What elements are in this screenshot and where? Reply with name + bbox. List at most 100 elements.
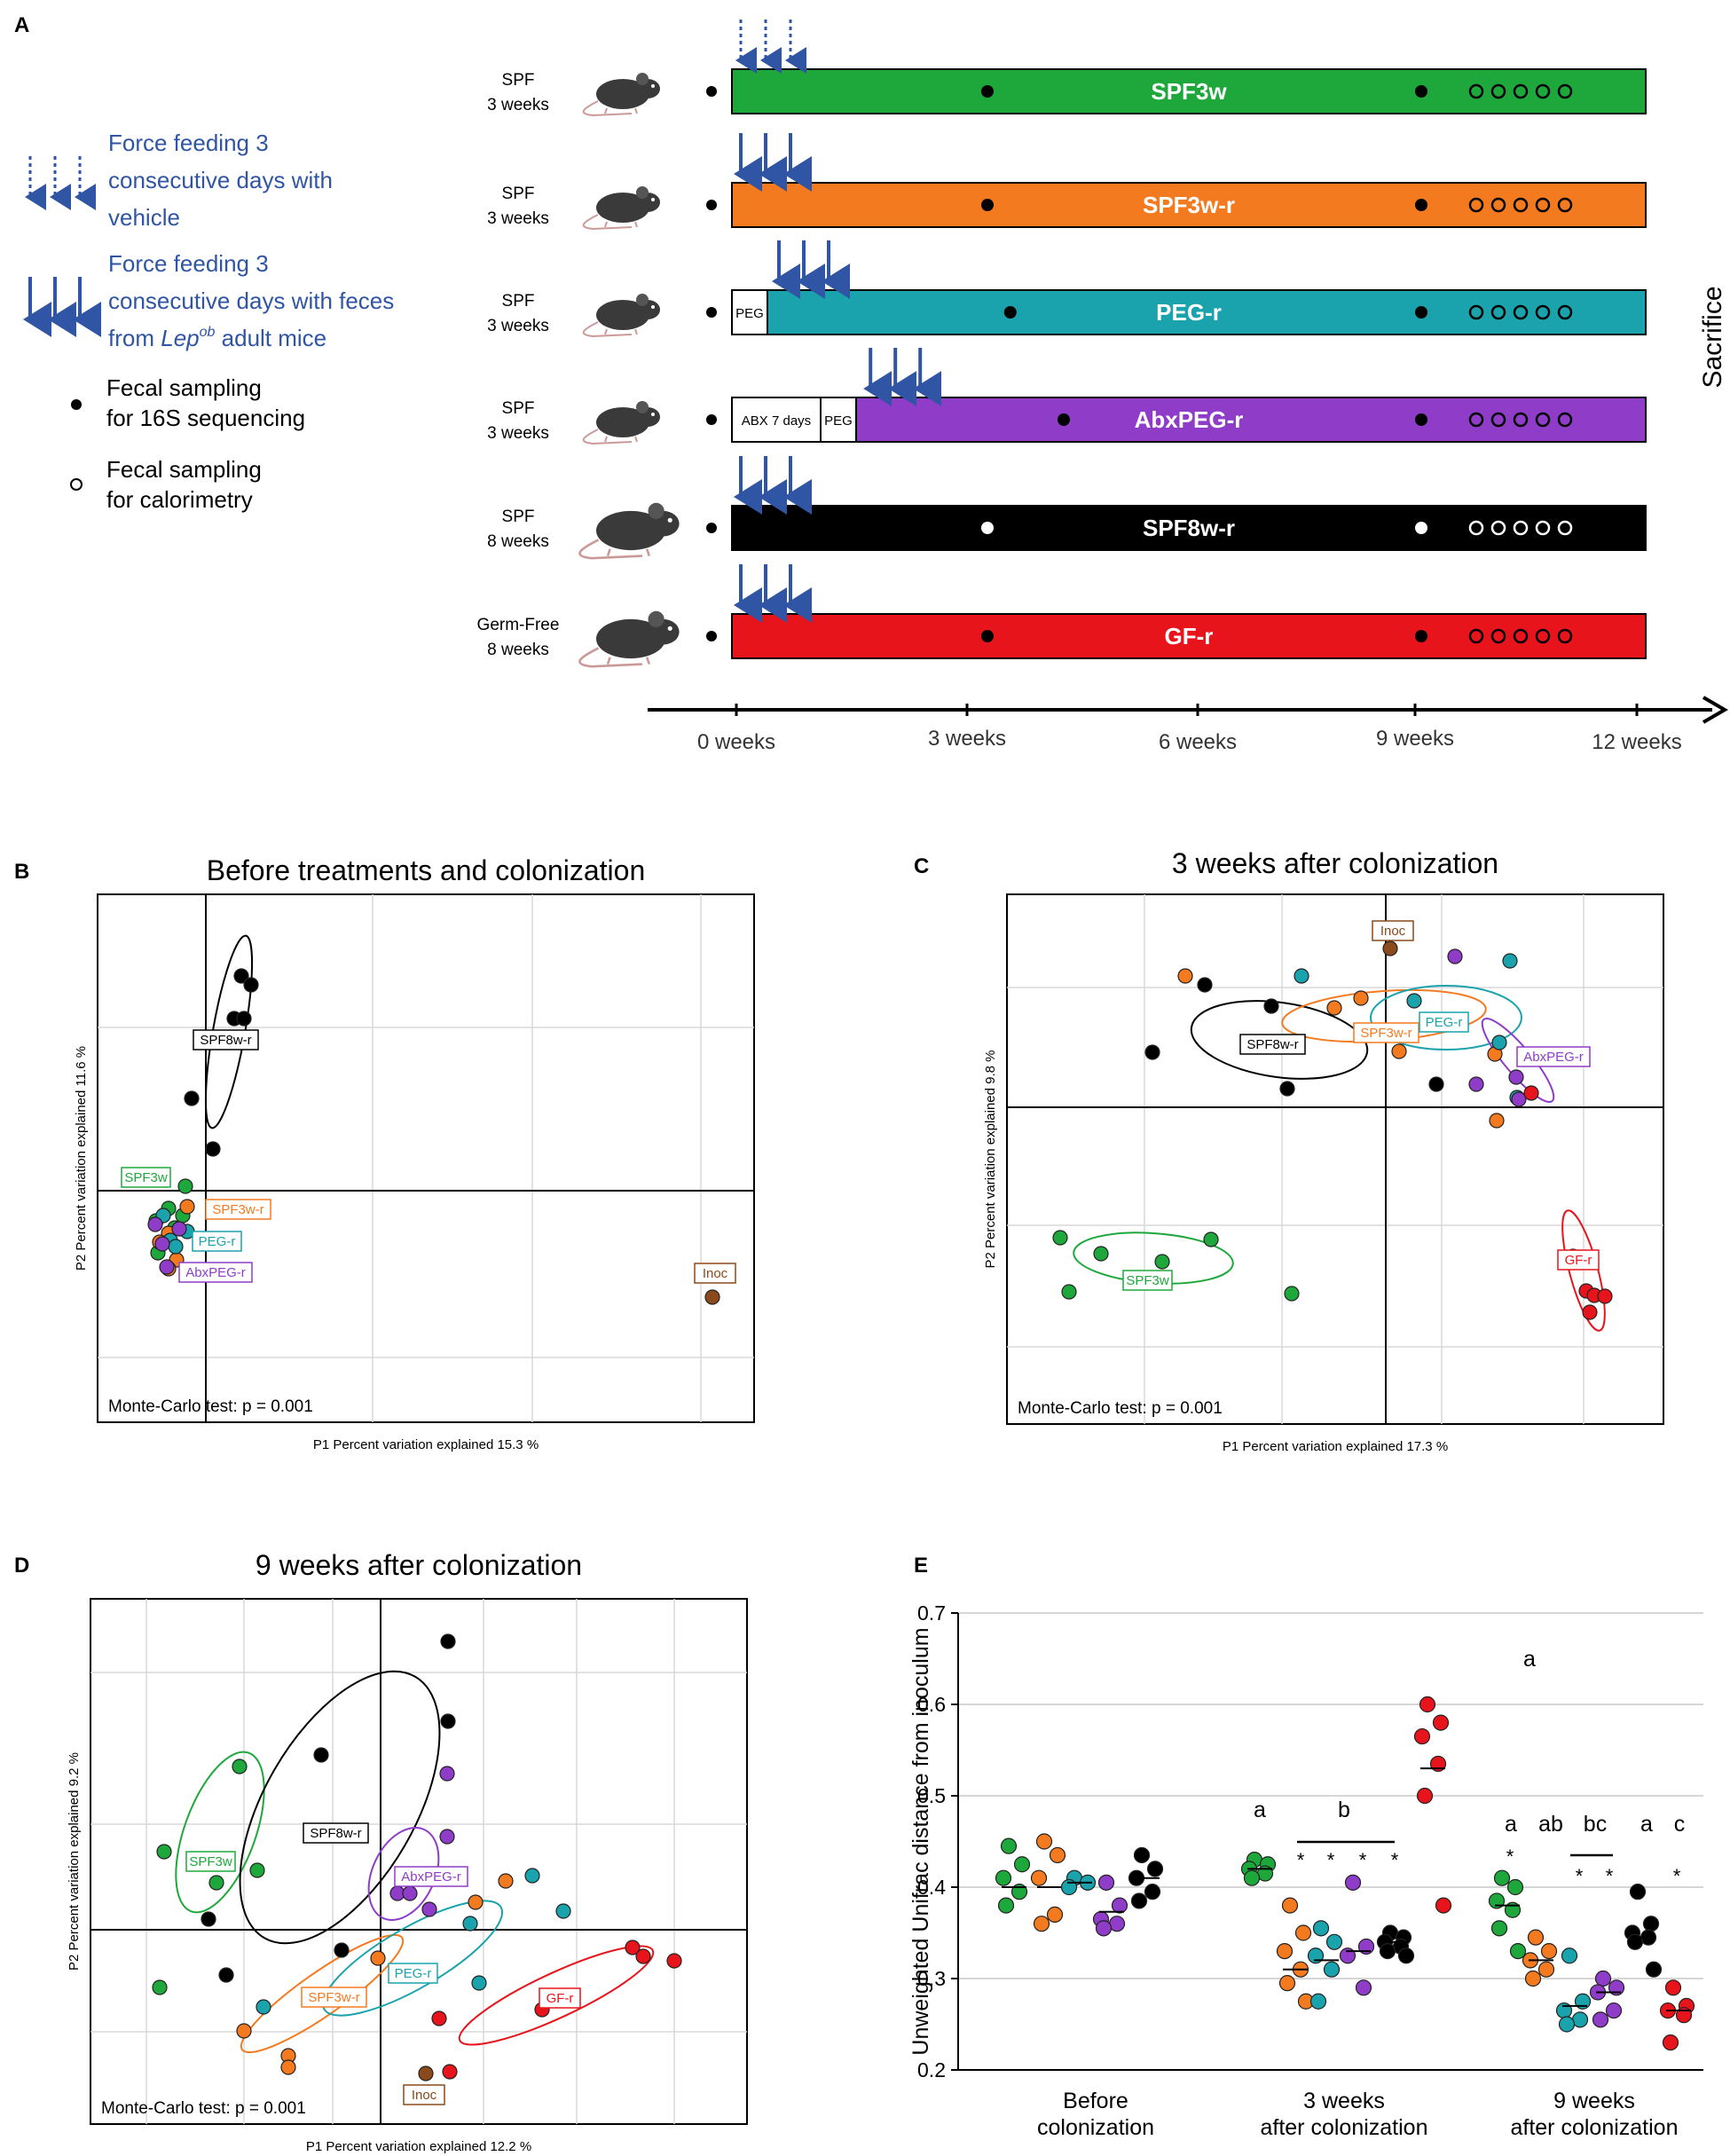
data-point-AbxPEG-r (1355, 1979, 1372, 1996)
confidence-ellipse-SPF8w-r (1190, 1000, 1369, 1080)
group-tag-label: PEG-r (1426, 1015, 1463, 1030)
start-dot (706, 86, 717, 97)
mouse-icon (582, 73, 660, 117)
data-point-SPF3w (1493, 1869, 1511, 1886)
group-tag (1122, 1270, 1173, 1291)
group-tag (1239, 1034, 1306, 1055)
data-point-GF-r (1432, 1714, 1450, 1731)
sample-point-GF-r (431, 2010, 447, 2026)
legend-feces-line1: Force feeding 3 (108, 250, 269, 277)
y-axis-label: P2 Percent variation explained 9.8 % (983, 1050, 998, 1269)
significance-letter: a (1505, 1812, 1517, 1837)
data-point-PEG-r (1561, 1947, 1578, 1964)
panel-a-label: A (14, 13, 29, 37)
sample-point-GF-r (1523, 1085, 1539, 1101)
y-tick-label: 0.7 (917, 1601, 946, 1625)
panel-b: B Before treatments and colonization SPF8w… (14, 854, 755, 1452)
sampling-dot (1415, 85, 1427, 98)
group-tag (403, 2084, 445, 2105)
calorimetry-dot (1468, 628, 1484, 644)
data-point-GF-r (1416, 1787, 1434, 1805)
calorimetry-dot (1535, 83, 1551, 99)
significance-letter: c (1674, 1812, 1686, 1837)
mouse-icon (578, 610, 680, 668)
mouse-icon (582, 294, 660, 338)
mouse-age: 8 weeks (487, 641, 549, 659)
data-point-PEG-r (1309, 1993, 1327, 2010)
data-point-AbxPEG-r (1592, 2011, 1609, 2028)
calorimetry-dot (1557, 304, 1573, 320)
sample-point-SPF3w (232, 1759, 248, 1774)
sample-point-AbxPEG-r (1511, 1091, 1527, 1107)
sample-point-PEG-r (256, 1999, 271, 2015)
sampling-dot (981, 199, 994, 211)
legend-feces-line3: from Lepob adult mice (108, 325, 326, 351)
sample-point-SPF8w-r (1197, 977, 1213, 993)
calorimetry-dot (1513, 83, 1529, 99)
calorimetry-dot (1513, 628, 1529, 644)
legend-calorimetry: Fecal sampling for calorimetry (70, 456, 262, 513)
x-group-label: after colonization (1260, 2115, 1427, 2140)
mouse-age: 3 weeks (487, 424, 549, 443)
legend-vehicle: Force feeding 3 consecutive days with ve… (25, 130, 333, 231)
calorimetry-dot (1535, 628, 1551, 644)
sample-point-PEG-r (462, 1916, 478, 1932)
data-point-AbxPEG-r (1097, 1874, 1115, 1891)
sample-point-PEG-r (1502, 953, 1518, 969)
data-point-SPF8w-r (1130, 1892, 1148, 1909)
sample-point-GF-r (635, 1948, 651, 1964)
data-point-PEG-r (1558, 2016, 1576, 2033)
start-dot (706, 631, 717, 641)
calorimetry-dot (1468, 520, 1484, 536)
timeline-label: 6 weeks (1159, 730, 1237, 754)
pre-treatment-box (731, 397, 822, 443)
group-tag-label: Inoc (412, 2088, 437, 2103)
data-point-SPF3w (1490, 1920, 1508, 1937)
sample-point-SPF8w-r (1263, 998, 1279, 1014)
legend-vehicle-line3: vehicle (108, 204, 180, 231)
data-point-PEG-r (1312, 1920, 1330, 1937)
data-point-AbxPEG-r (1095, 1920, 1113, 1937)
sampling-dot (981, 522, 994, 534)
sample-point-SPF3w-r (498, 1873, 514, 1889)
calorimetry-dot (1557, 628, 1573, 644)
data-point-SPF8w-r (1629, 1884, 1647, 1900)
calorimetry-dot (1490, 520, 1506, 536)
data-point-SPF3w (995, 1869, 1012, 1886)
data-point-GF-r (1435, 1897, 1452, 1914)
mouse-icon (578, 502, 680, 560)
sample-point-AbxPEG-r (1468, 1076, 1484, 1092)
sample-point-GF-r (666, 1953, 682, 1969)
dotted-arrows-icon (25, 156, 96, 210)
group-tag-label: GF-r (547, 1991, 574, 2006)
sample-point-SPF8w-r (1279, 1081, 1295, 1097)
data-point-SPF3w-r (1046, 1906, 1064, 1923)
sample-point-AbxPEG-r (171, 1221, 187, 1237)
sample-point-SPF3w (249, 1862, 265, 1878)
solid-arrows-icon (23, 277, 101, 337)
significance-star: * (1297, 1849, 1305, 1871)
data-point-SPF3w (997, 1897, 1015, 1914)
group-tag-label: AbxPEG-r (1523, 1050, 1584, 1065)
sampling-dot (1415, 199, 1427, 211)
significance-letter: ab (1538, 1812, 1563, 1837)
group-tag (388, 1963, 438, 1984)
sample-point-SPF3w-r (1489, 1113, 1505, 1129)
timeline-arrow-icon (1702, 696, 1728, 724)
legend-16s: Fecal sampling for 16S sequencing (71, 374, 305, 431)
group-tag-label: Inoc (1380, 924, 1406, 939)
data-point-SPF3w-r (1035, 1833, 1053, 1850)
group-tag-label: PEG-r (395, 1966, 432, 1981)
calorimetry-dot (1490, 197, 1506, 213)
data-point-AbxPEG-r (1605, 2002, 1623, 2019)
sample-point-SPF3w-r (280, 2059, 296, 2075)
sample-point-SPF3w (1052, 1230, 1068, 1246)
calorimetry-dot (1557, 412, 1573, 428)
plot-frame (1006, 893, 1664, 1425)
sample-point-SPF3w (1061, 1284, 1077, 1300)
pre-treatment-label: PEG (824, 413, 853, 429)
sample-point-SPF3w (177, 1178, 193, 1194)
panel-label: B (14, 860, 29, 884)
data-point-SPF8w-r (1379, 1943, 1396, 1960)
